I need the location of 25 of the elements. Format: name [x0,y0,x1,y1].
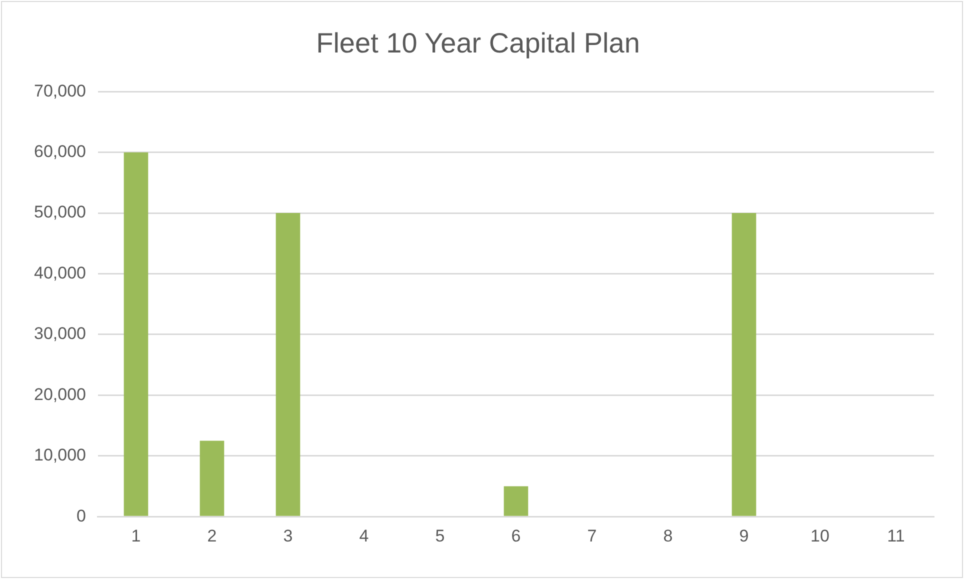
x-tick-label: 8 [663,526,673,546]
y-tick-label: 0 [76,506,86,526]
x-tick-label: 6 [511,526,521,546]
x-tick-label: 7 [587,526,597,546]
x-tick-label: 9 [739,526,749,546]
x-tick-label: 4 [359,526,369,546]
x-tick-label: 1 [131,526,141,546]
x-tick-label: 2 [207,526,217,546]
bar [200,440,224,516]
x-tick-label: 5 [435,526,445,546]
y-tick-label: 70,000 [34,81,86,100]
y-tick-label: 60,000 [34,142,86,161]
y-tick-label: 20,000 [34,384,86,404]
bar [124,152,148,516]
y-tick-label: 40,000 [34,263,86,282]
bar [276,213,300,516]
bar [732,213,756,516]
x-tick-label: 10 [810,526,830,546]
x-tick-label: 3 [283,526,293,546]
y-tick-label: 10,000 [34,446,86,465]
y-tick-label: 50,000 [34,202,86,222]
y-tick-label: 30,000 [34,324,86,344]
bar [504,486,528,516]
x-tick-label: 11 [887,526,905,546]
chart-title: Fleet 10 Year Capital Plan [316,28,640,59]
